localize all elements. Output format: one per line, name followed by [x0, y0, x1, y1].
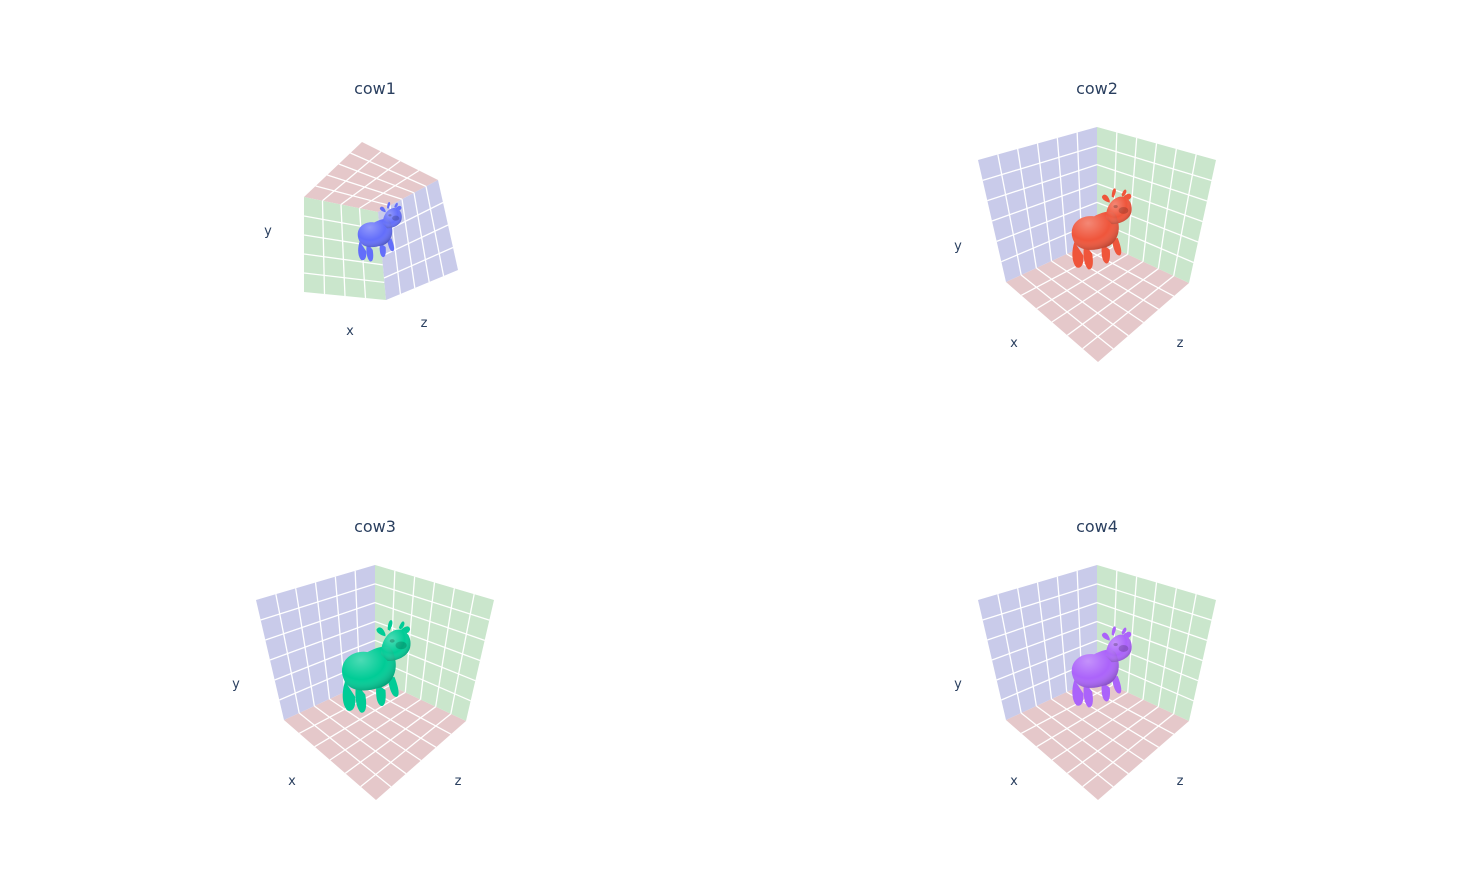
pane-xz-floor-gridlines [315, 151, 427, 209]
pane-xz-floor-gridlines [1020, 684, 1175, 788]
subplot-title: cow2 [1076, 79, 1118, 98]
cow-mesh [357, 201, 402, 262]
cow-mesh [1071, 188, 1132, 270]
scene-4[interactable]: cow4 x y z [954, 517, 1216, 800]
y-axis-label: y [954, 239, 962, 254]
z-axis-label: z [421, 316, 428, 331]
pane-xy-wall-gridlines [379, 186, 454, 295]
z-axis-label: z [455, 774, 462, 789]
scene-1[interactable]: cow1 x y z [264, 79, 458, 339]
pane-xy-wall-gridlines [982, 132, 1098, 276]
scene-2[interactable]: cow2 x y z [954, 79, 1216, 362]
y-axis-label: y [954, 677, 962, 692]
pane-xz-floor [1006, 678, 1189, 800]
cow-mesh [1071, 626, 1132, 708]
pane-xz-floor-gridlines [298, 684, 452, 788]
pane-xz-floor [1006, 240, 1189, 362]
pane-xz-floor-gridlines [1020, 246, 1175, 350]
y-axis-label: y [264, 224, 272, 239]
pane-xy-wall [978, 565, 1097, 720]
pane-xz-floor [284, 678, 466, 800]
scene-3[interactable]: cow3 x y z [232, 517, 494, 800]
pane-xy-wall-gridlines [982, 570, 1098, 714]
y-axis-label: y [232, 677, 240, 692]
z-axis-label: z [1177, 774, 1184, 789]
x-axis-label: x [1010, 336, 1018, 351]
z-axis-label: z [1177, 336, 1184, 351]
subplot-title: cow3 [354, 517, 396, 536]
x-axis-label: x [346, 324, 354, 339]
cow-mesh [342, 620, 411, 713]
subplot-title: cow1 [354, 79, 396, 98]
x-axis-label: x [288, 774, 296, 789]
subplot-title: cow4 [1076, 517, 1118, 536]
x-axis-label: x [1010, 774, 1018, 789]
